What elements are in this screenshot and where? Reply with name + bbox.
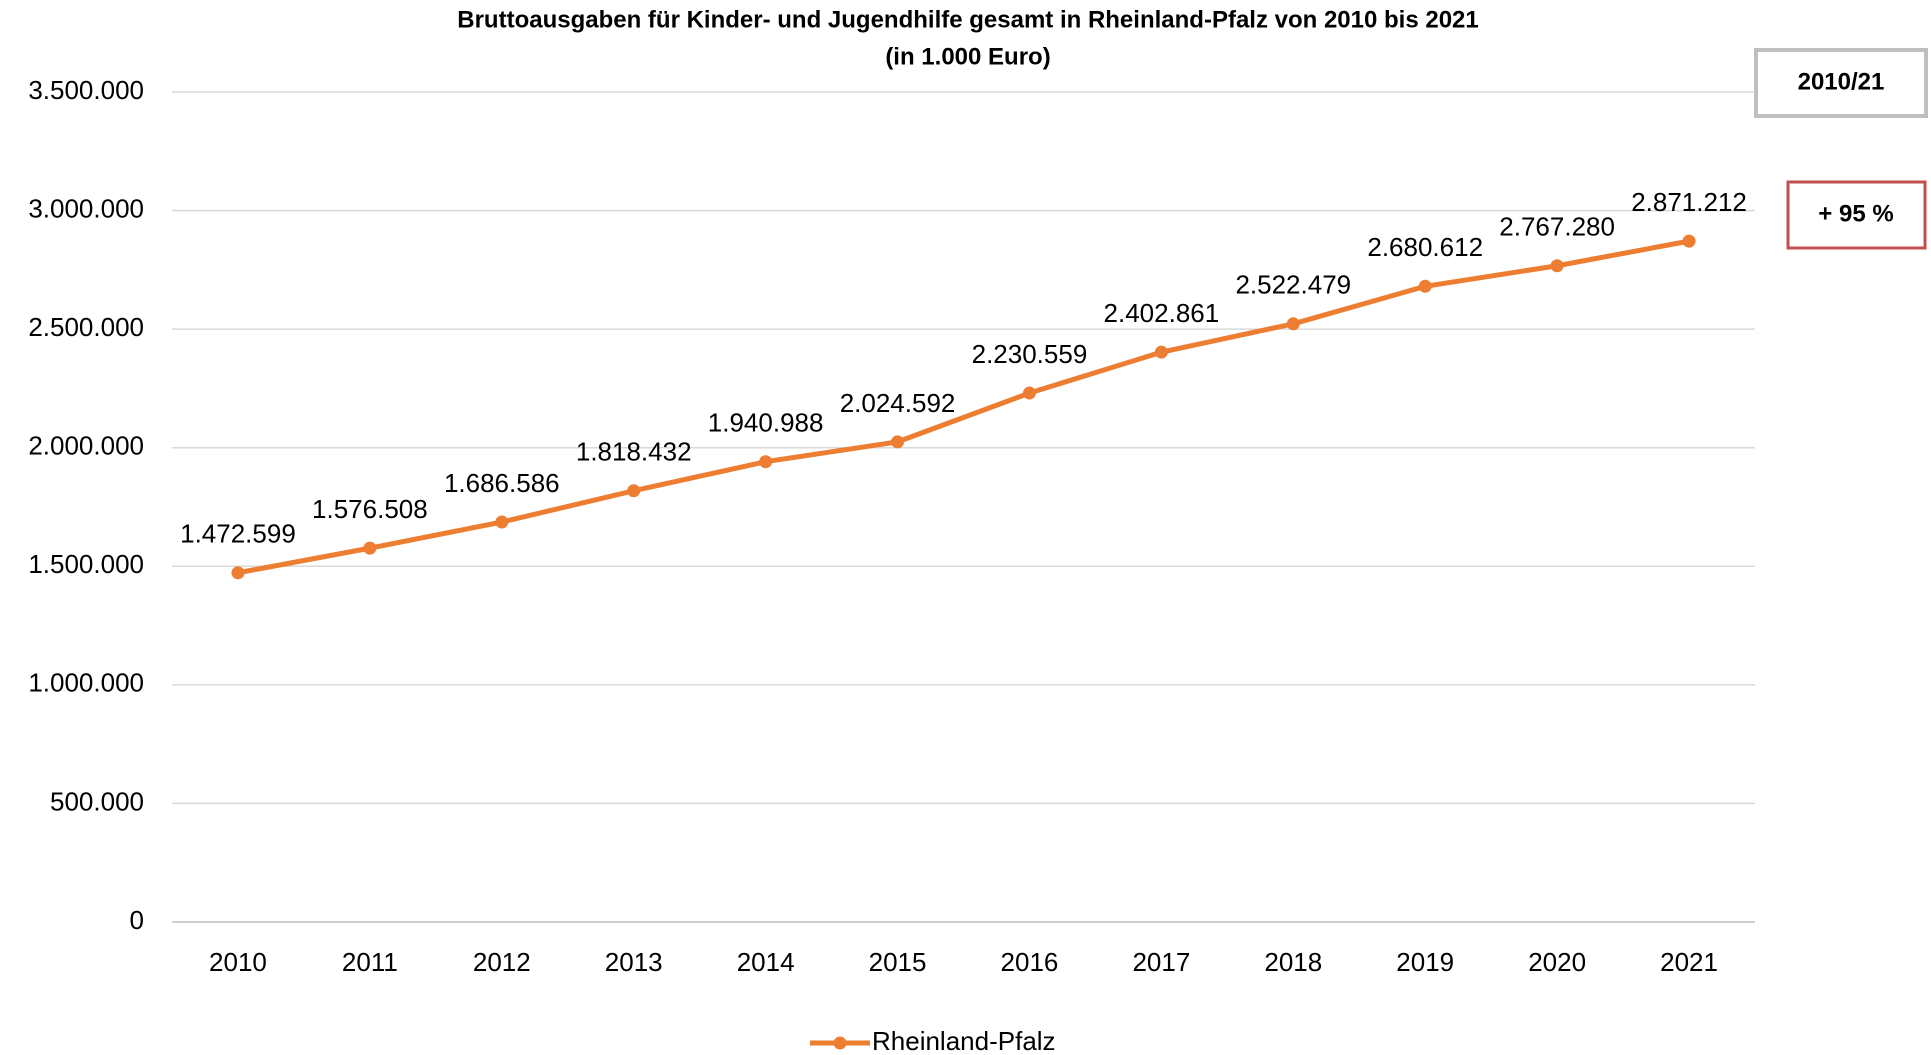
annotation: + 95 % [1818, 200, 1893, 227]
data-label: 2.680.612 [1367, 232, 1483, 262]
x-tick-label: 2013 [605, 947, 663, 977]
annotation: 2010/21 [1798, 68, 1885, 95]
x-tick-label: 2015 [869, 947, 927, 977]
y-tick-label: 2.500.000 [28, 312, 144, 342]
y-tick-label: 0 [130, 905, 144, 935]
x-tick-label: 2016 [1001, 947, 1059, 977]
x-tick-label: 2018 [1264, 947, 1322, 977]
chart-title: Bruttoausgaben für Kinder- und Jugendhil… [457, 6, 1479, 33]
y-tick-label: 1.500.000 [28, 549, 144, 579]
marker [1286, 317, 1300, 331]
data-label: 1.686.586 [444, 468, 560, 498]
marker [495, 515, 509, 529]
x-tick-label: 2021 [1660, 947, 1718, 977]
data-label: 1.818.432 [576, 437, 692, 467]
marker [1418, 279, 1432, 293]
marker [1022, 386, 1036, 400]
x-tick-label: 2020 [1528, 947, 1586, 977]
x-tick-label: 2011 [342, 947, 398, 977]
legend-marker [833, 1036, 847, 1050]
data-label: 2.024.592 [840, 388, 956, 418]
y-tick-label: 1.000.000 [28, 668, 144, 698]
chart-subtitle: (in 1.000 Euro) [885, 43, 1050, 70]
marker [759, 455, 773, 469]
data-label: 1.576.508 [312, 494, 428, 524]
data-label: 1.472.599 [180, 519, 296, 549]
annotation-box [1754, 48, 1928, 118]
marker [891, 435, 905, 449]
x-tick-label: 2010 [209, 947, 267, 977]
marker [231, 566, 245, 580]
y-tick-label: 2.000.000 [28, 431, 144, 461]
marker [363, 541, 377, 555]
annotation-box [1786, 180, 1927, 250]
data-label: 2.767.280 [1499, 212, 1615, 242]
x-tick-label: 2019 [1396, 947, 1454, 977]
x-tick-label: 2014 [737, 947, 795, 977]
data-label: 2.522.479 [1235, 270, 1351, 300]
x-tick-label: 2012 [473, 947, 531, 977]
x-tick-label: 2017 [1132, 947, 1190, 977]
data-label: 1.940.988 [708, 408, 824, 438]
marker [1682, 234, 1696, 248]
data-label: 2.230.559 [972, 339, 1088, 369]
marker [1154, 345, 1168, 359]
y-tick-label: 3.500.000 [28, 75, 144, 105]
legend-label: Rheinland-Pfalz [872, 1026, 1056, 1055]
y-tick-label: 3.000.000 [28, 193, 144, 223]
data-label: 2.871.212 [1631, 187, 1747, 217]
marker [1550, 259, 1564, 273]
y-tick-label: 500.000 [50, 786, 144, 816]
line [237, 238, 1690, 576]
marker [627, 484, 641, 498]
data-label: 2.402.861 [1104, 298, 1220, 328]
